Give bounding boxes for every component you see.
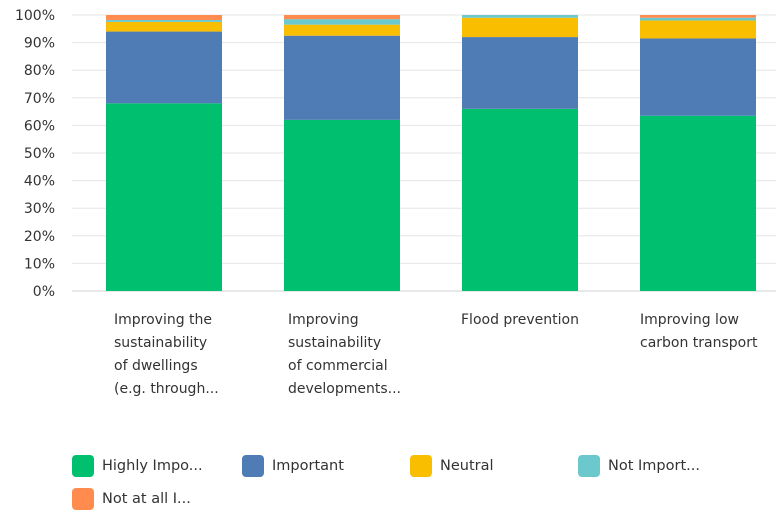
bar-segment[interactable] bbox=[284, 35, 400, 120]
y-tick-label: 10% bbox=[24, 256, 55, 272]
legend-swatch bbox=[72, 455, 94, 477]
bar-segment[interactable] bbox=[462, 37, 578, 109]
bar-segment[interactable] bbox=[106, 15, 222, 20]
y-tick-label: 80% bbox=[24, 63, 55, 79]
x-tick-label-line: carbon transport bbox=[640, 335, 758, 351]
bar-segment[interactable] bbox=[106, 31, 222, 104]
legend-swatch bbox=[242, 455, 264, 477]
bar-segment[interactable] bbox=[106, 103, 222, 291]
y-tick-label: 90% bbox=[24, 36, 55, 52]
bar-segment[interactable] bbox=[640, 115, 756, 292]
x-tick-label-line: of commercial bbox=[288, 358, 388, 374]
x-tick-label-line: (e.g. through... bbox=[114, 381, 219, 397]
bar-segment[interactable] bbox=[106, 19, 222, 22]
bar-segment[interactable] bbox=[462, 17, 578, 38]
x-tick-label: Flood prevention bbox=[461, 309, 579, 332]
bar-segment[interactable] bbox=[640, 15, 756, 18]
bar-segment[interactable] bbox=[640, 17, 756, 21]
y-tick-label: 50% bbox=[24, 146, 55, 162]
bar-segment[interactable] bbox=[640, 38, 756, 116]
legend-swatch bbox=[72, 488, 94, 510]
legend-item[interactable]: Not Import... bbox=[578, 455, 700, 477]
x-tick-label-line: developments... bbox=[288, 381, 401, 397]
legend-item[interactable]: Neutral bbox=[410, 455, 494, 477]
bar-segment[interactable] bbox=[640, 20, 756, 39]
legend-label: Highly Impo... bbox=[102, 458, 203, 474]
x-tick-label-line: Flood prevention bbox=[461, 312, 579, 328]
bar-segment[interactable] bbox=[284, 24, 400, 36]
bar-segment[interactable] bbox=[284, 19, 400, 25]
legend-item[interactable]: Important bbox=[242, 455, 344, 477]
legend-label: Not Import... bbox=[608, 458, 700, 474]
bar-segment[interactable] bbox=[462, 15, 578, 18]
y-tick-label: 40% bbox=[24, 174, 55, 190]
x-tick-label-line: of dwellings bbox=[114, 358, 198, 374]
bar-segment[interactable] bbox=[284, 119, 400, 291]
x-tick-label: Improving sustainability of commercial deve… bbox=[288, 309, 401, 401]
y-tick-label: 0% bbox=[33, 284, 55, 300]
legend-label: Not at all I... bbox=[102, 491, 191, 507]
legend-swatch bbox=[410, 455, 432, 477]
y-tick-label: 100% bbox=[15, 8, 55, 24]
legend-label: Neutral bbox=[440, 458, 494, 474]
x-tick-label-line: sustainability bbox=[288, 335, 382, 351]
bar-segment[interactable] bbox=[284, 15, 400, 20]
y-tick-label: 60% bbox=[24, 118, 55, 134]
x-tick-label-line: Improving the bbox=[114, 312, 213, 328]
legend-item[interactable]: Highly Impo... bbox=[72, 455, 203, 477]
y-tick-label: 30% bbox=[24, 201, 55, 217]
x-tick-label-line: Improving low bbox=[640, 312, 739, 328]
x-tick-label: Improving low carbon transport bbox=[640, 309, 758, 355]
x-tick-label: Improving the sustainability of dwellings (… bbox=[114, 309, 219, 401]
legend-item[interactable]: Not at all I... bbox=[72, 488, 191, 510]
bar-segment[interactable] bbox=[106, 21, 222, 32]
legend-label: Important bbox=[272, 458, 344, 474]
legend-swatch bbox=[578, 455, 600, 477]
y-tick-label: 70% bbox=[24, 91, 55, 107]
x-tick-label-line: sustainability bbox=[114, 335, 208, 351]
x-tick-label-line: Improving bbox=[288, 312, 359, 328]
bar-segment[interactable] bbox=[462, 108, 578, 291]
y-tick-label: 20% bbox=[24, 229, 55, 245]
